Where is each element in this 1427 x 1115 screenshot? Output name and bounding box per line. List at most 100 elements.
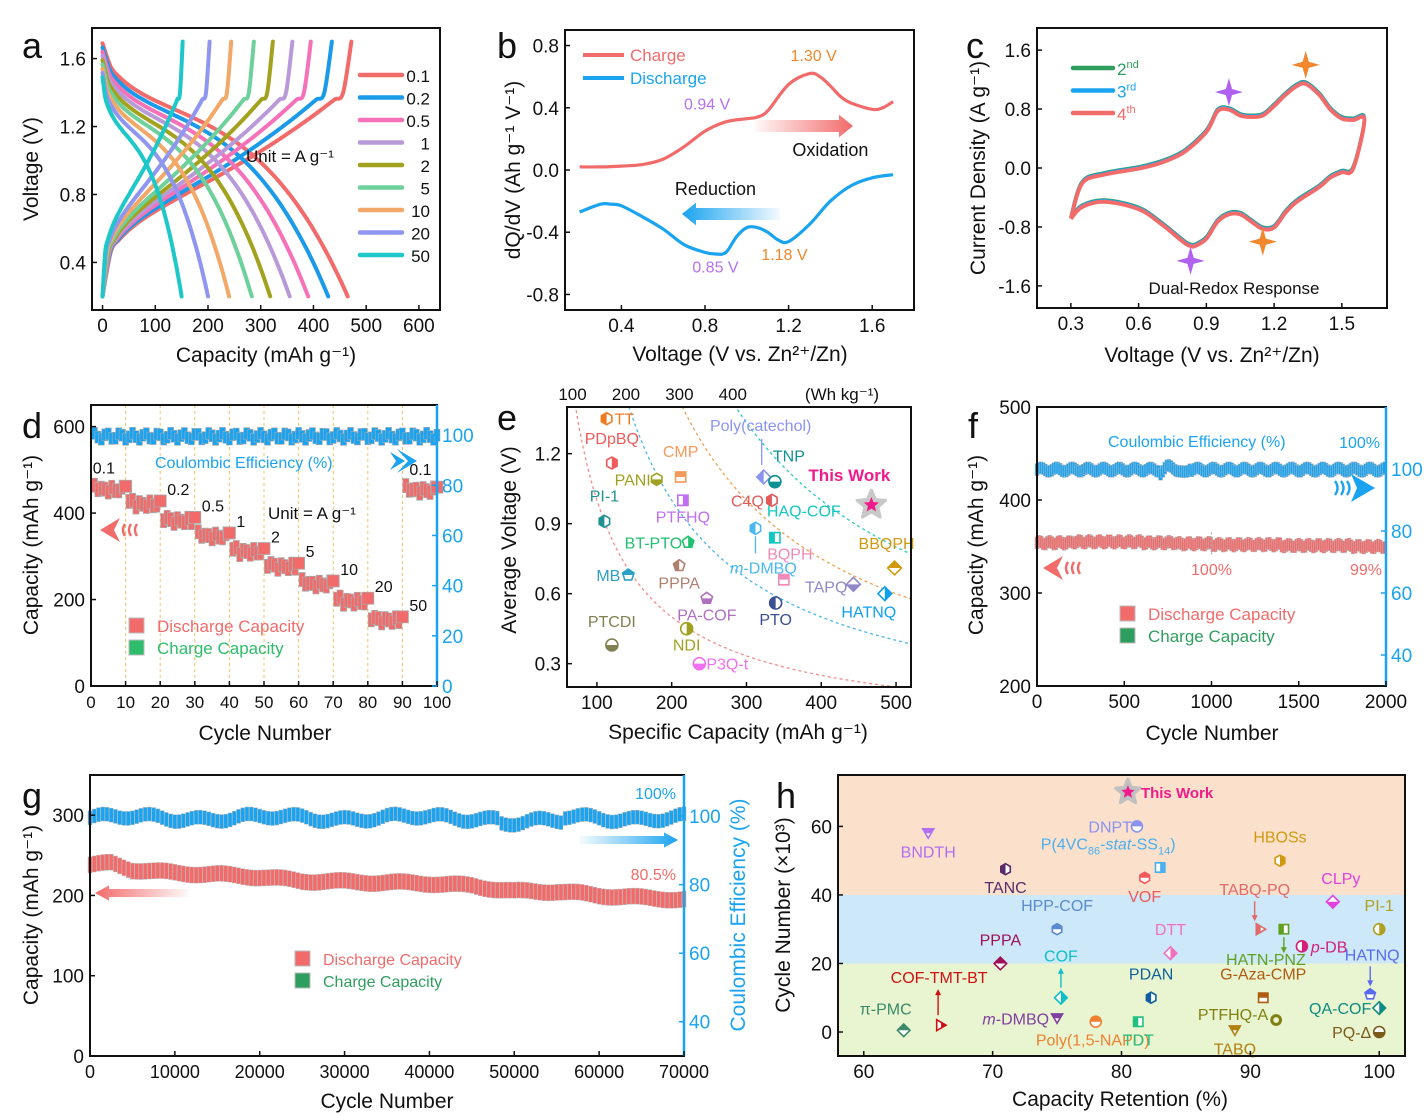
series-50 — [100, 39, 185, 299]
point-ptfhq: PTFHQ — [656, 494, 710, 526]
marker-fill — [1229, 1025, 1241, 1031]
legend-label: 1 — [421, 135, 430, 154]
capacity-point — [630, 887, 636, 905]
ce-point — [652, 813, 657, 829]
capacity-point — [257, 542, 271, 555]
point-marker — [765, 493, 778, 508]
panel-f-cycling: f 0 500 1000 1500 2000 200 300 400 500 40 60 80 100 Cy… — [965, 398, 1423, 745]
unit-annotation: Unit = A g⁻¹ — [268, 504, 356, 523]
legend-label: 4th — [1117, 104, 1136, 124]
ce-point — [142, 807, 148, 822]
point-label: TDT — [1123, 1033, 1154, 1050]
capacity-point — [299, 873, 305, 890]
legend-label: 2 — [421, 157, 430, 176]
point-label: Poly(catechol) — [710, 418, 811, 435]
capacity-point — [265, 869, 271, 886]
capacity-point — [282, 869, 288, 887]
discharge-curve — [100, 45, 331, 299]
point-marker — [777, 573, 790, 586]
ce-point — [134, 809, 139, 824]
y-tick-label: 0 — [73, 1047, 84, 1068]
ce-label: Coulombic Efficiency (%) — [155, 455, 333, 472]
panel-label: a — [22, 25, 43, 66]
marker-fill — [768, 481, 781, 488]
legend-swatch — [128, 617, 145, 634]
point-label: DTT — [1155, 922, 1186, 939]
series-2 — [100, 39, 275, 299]
point-marker — [677, 494, 689, 507]
ce-label: Coulombic Efficiency (%) — [1108, 434, 1286, 451]
marker-fill — [887, 561, 902, 568]
marker-fill — [693, 663, 706, 670]
marker-fill — [750, 522, 756, 535]
capacity-point — [395, 610, 409, 624]
ce-point — [100, 806, 105, 822]
x-axis-label: Cycle Number — [198, 722, 331, 745]
point-label: TT — [615, 412, 635, 429]
x-tick-label: 500 — [350, 316, 382, 337]
marker-fill — [605, 645, 618, 651]
capacity-point — [533, 883, 538, 900]
ce-point — [270, 811, 275, 826]
ce-point — [520, 815, 526, 831]
point-label: COF-TMT-BT — [891, 970, 988, 987]
capacity-point — [240, 868, 245, 885]
point-label: HATNQ — [1345, 947, 1400, 964]
x-tick-label: 0.3 — [1058, 314, 1084, 335]
capacity-point — [198, 866, 203, 884]
x-tick-label: 10000 — [150, 1062, 200, 1082]
y-right-tick-label: 100 — [689, 807, 721, 828]
y-tick-label: 0.4 — [60, 253, 87, 274]
arrow-head — [100, 518, 120, 542]
ce-point — [388, 806, 394, 822]
x-tick-label: 30000 — [320, 1062, 370, 1082]
point-p3q-t: P3Q-t — [692, 657, 749, 674]
capacity-point — [397, 873, 402, 890]
marker-fill — [686, 622, 693, 635]
capacity-point — [575, 883, 581, 901]
capacity-point — [304, 873, 309, 891]
marker-fill — [1256, 923, 1261, 935]
arrow-stripe — [127, 523, 133, 537]
point-tabq: TABQ — [1214, 1025, 1256, 1058]
point-cmp: CMP — [663, 444, 698, 483]
marker-fill — [1160, 862, 1165, 873]
ce-point — [431, 807, 436, 823]
ce-point — [545, 812, 551, 827]
x-tick-label: 400 — [805, 693, 837, 714]
ce-point — [635, 809, 640, 825]
point-label: PPPA — [658, 576, 700, 593]
y-right-tick-label: 80 — [1391, 522, 1412, 543]
marker-fill — [769, 532, 775, 543]
capacity-point — [121, 859, 127, 877]
capacity-point — [529, 882, 534, 900]
x-axis-label: Cycle Number — [320, 1090, 453, 1113]
discharge-curve — [100, 71, 210, 299]
capacity-point — [469, 877, 475, 894]
panel-label: c — [966, 25, 984, 66]
y-tick-label: 0.3 — [535, 655, 561, 676]
ce-point — [622, 812, 627, 827]
point-marker — [1325, 894, 1341, 910]
marker-fill — [599, 515, 605, 528]
capacity-point — [142, 863, 148, 880]
capacity-point — [153, 494, 167, 508]
point-marker — [1364, 987, 1377, 1000]
panel-e-ragone: e 100 200 300 400 (Wh kg⁻¹) TT PDpBQ PANI CMP PI-1… — [497, 385, 915, 744]
annotation: 0.94 V — [684, 96, 731, 113]
capacity-point — [308, 874, 313, 891]
capacity-point — [401, 873, 407, 890]
legend-label: 0.5 — [406, 112, 430, 131]
ce-point — [393, 806, 398, 822]
marker-fill — [673, 559, 680, 571]
point-label: HBOSs — [1253, 830, 1306, 847]
capacity-point — [461, 875, 466, 893]
capacity-point — [452, 875, 458, 892]
legend-label: 2nd — [1117, 59, 1139, 79]
plot-frame — [566, 406, 912, 688]
peak-sparkle-icon — [1214, 78, 1243, 107]
ce-point — [656, 813, 661, 829]
ce-point — [147, 806, 152, 822]
marker-fill — [1060, 991, 1068, 1005]
